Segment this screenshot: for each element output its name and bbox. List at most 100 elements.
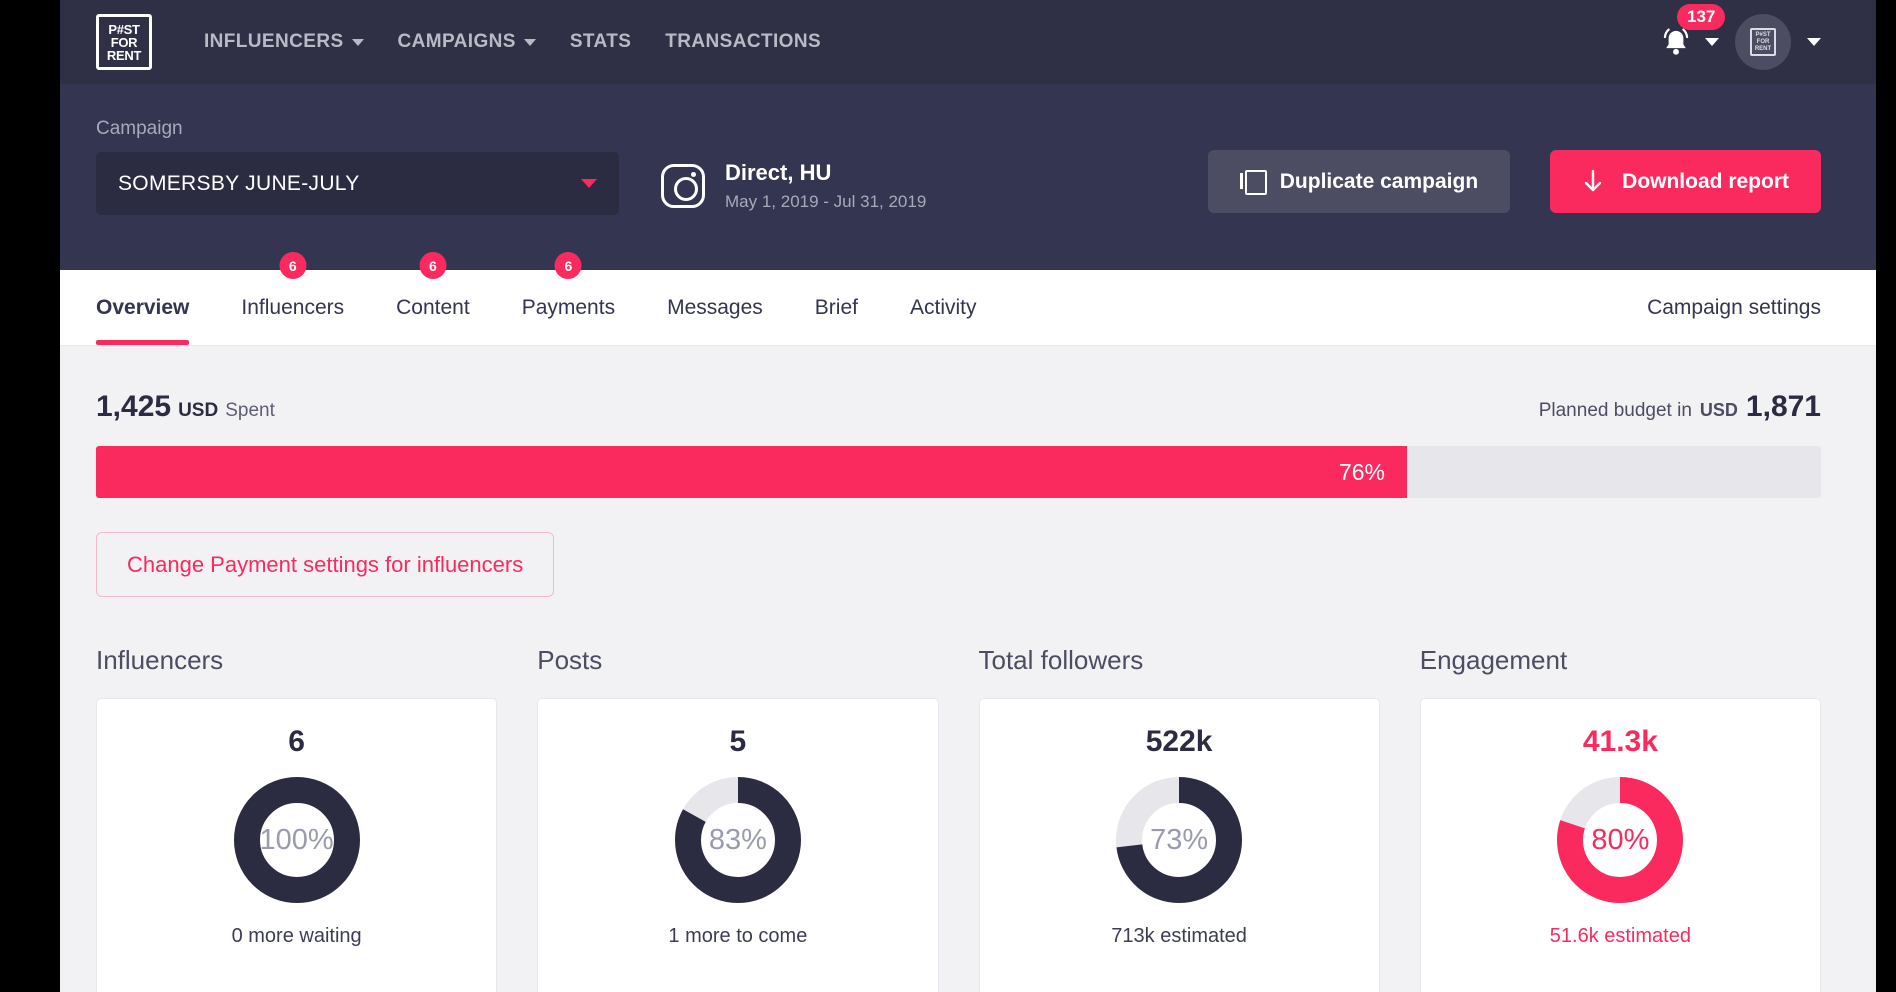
top-navbar: P#ST FOR RENT INFLUENCERS CAMPAIGNS STAT… [60, 0, 1876, 85]
account-menu-chevron-down-icon[interactable] [1807, 38, 1821, 46]
download-report-button[interactable]: Download report [1550, 150, 1821, 213]
stat-card-column: Total followers 522k 73% 713k estimated [978, 645, 1380, 992]
tab-overview[interactable]: Overview [96, 270, 215, 345]
logo-line-3: RENT [106, 47, 142, 63]
change-payment-settings-button[interactable]: Change Payment settings for influencers [96, 532, 555, 597]
chevron-down-icon [351, 38, 364, 46]
stat-card-caption: 1 more to come [668, 925, 808, 947]
stat-card-caption: 51.6k estimated [1549, 925, 1691, 947]
stat-card: 5 83% 1 more to come [537, 698, 939, 992]
instagram-icon [661, 164, 705, 208]
tabs: Overview 6 Influencers 6 Content 6 Payme… [96, 252, 1003, 345]
campaign-select[interactable]: SOMERSBY JUNE-JULY [96, 152, 619, 215]
campaign-select-value: SOMERSBY JUNE-JULY [118, 171, 360, 195]
tab-label: Content [396, 295, 470, 319]
brand-logo-icon[interactable]: P#ST FOR RENT [96, 14, 167, 85]
tab-content[interactable]: 6 Content [370, 252, 496, 345]
avatar-logo-line-1: P#ST [1755, 31, 1771, 38]
stat-card-value: 41.3k [1582, 725, 1658, 758]
campaign-actions: Duplicate campaign Download report [1207, 112, 1821, 213]
stat-card-column: Engagement 41.3k 80% 51.6k estimated [1419, 645, 1821, 992]
logo-line-2: FOR [110, 34, 138, 50]
campaign-platform: Direct, HU [725, 160, 832, 185]
nav-item-transactions[interactable]: TRANSACTIONS [665, 31, 821, 53]
tab-label: Brief [814, 295, 858, 319]
nav-item-stats[interactable]: STATS [570, 31, 631, 53]
campaign-dates: May 1, 2019 - Jul 31, 2019 [725, 192, 927, 211]
campaign-label: Campaign [96, 118, 183, 139]
stat-card: 41.3k 80% 51.6k estimated [1419, 698, 1821, 992]
tab-badge: 6 [419, 252, 447, 279]
stat-card-title: Posts [537, 645, 603, 675]
nav-item-campaigns[interactable]: CAMPAIGNS [398, 31, 536, 53]
nav-item-label: TRANSACTIONS [665, 31, 822, 52]
tab-influencers[interactable]: 6 Influencers [215, 252, 370, 345]
tab-label: Activity [909, 295, 977, 319]
nav-right-cluster: 137 P#ST FOR RENT [1661, 4, 1876, 70]
campaign-meta: Direct, HU May 1, 2019 - Jul 31, 2019 [661, 112, 926, 212]
stat-card-title: Engagement [1419, 645, 1568, 675]
notifications[interactable]: 137 [1661, 4, 1726, 58]
planned-currency: USD [1699, 400, 1738, 420]
duplicate-campaign-label: Duplicate campaign [1279, 169, 1479, 193]
tab-brief[interactable]: Brief [789, 270, 884, 345]
tab-label: Influencers [241, 295, 345, 319]
nav-item-label: CAMPAIGNS [397, 31, 516, 52]
spent-amount: 1,425 [96, 390, 172, 423]
chevron-down-icon [581, 179, 597, 188]
budget-progress-label: 76% [1338, 458, 1385, 485]
avatar-logo-line-2: FOR [1756, 38, 1770, 45]
stat-card-title: Influencers [96, 645, 224, 675]
campaign-selector-group: Campaign SOMERSBY JUNE-JULY [96, 112, 619, 215]
chevron-down-icon [523, 38, 536, 46]
bell-icon [1663, 28, 1689, 55]
donut-percent-label: 100% [259, 823, 334, 856]
stat-card-value: 522k [1145, 725, 1213, 758]
tab-badge: 6 [279, 252, 307, 279]
tab-label: Overview [96, 295, 190, 319]
planned-amount: 1,871 [1745, 390, 1821, 423]
donut-chart: 83% [674, 777, 801, 903]
copy-icon [1239, 169, 1267, 195]
stat-card-value: 6 [288, 725, 305, 758]
stat-card: 6 100% 0 more waiting [96, 698, 498, 992]
logo-line-1: P#ST [108, 21, 140, 37]
avatar-logo-icon: P#ST FOR RENT [1750, 28, 1776, 56]
donut-percent-label: 80% [1591, 823, 1650, 856]
donut-chart: 80% [1557, 777, 1684, 903]
spent-currency: USD [178, 400, 219, 421]
main-content: 1,425 USD Spent Planned budget in USD 1,… [60, 346, 1876, 992]
budget-summary: 1,425 USD Spent Planned budget in USD 1,… [96, 390, 1821, 424]
tab-payments[interactable]: 6 Payments [496, 252, 641, 345]
donut-percent-label: 83% [708, 823, 767, 856]
tab-badge: 6 [554, 252, 582, 279]
stat-card-column: Influencers 6 100% 0 more waiting [96, 645, 498, 992]
notification-badge: 137 [1677, 4, 1726, 30]
donut-chart: 73% [1116, 777, 1243, 903]
avatar[interactable]: P#ST FOR RENT [1735, 14, 1791, 70]
tab-bar: Overview 6 Influencers 6 Content 6 Payme… [60, 252, 1876, 346]
stat-card-value: 5 [729, 725, 747, 758]
duplicate-campaign-button[interactable]: Duplicate campaign [1207, 150, 1511, 213]
donut-chart: 100% [233, 777, 360, 903]
stat-cards-row: Influencers 6 100% 0 more waiting Posts 5 83% 1… [96, 645, 1821, 992]
tab-label: Payments [521, 295, 616, 319]
chevron-down-icon[interactable] [1705, 38, 1719, 46]
donut-percent-label: 73% [1150, 823, 1209, 856]
nav-item-label: STATS [569, 31, 632, 52]
download-arrow-icon [1584, 169, 1602, 191]
planned-prefix: Planned budget in [1538, 400, 1692, 421]
campaign-settings-link[interactable]: Campaign settings [1647, 295, 1821, 319]
tab-activity[interactable]: Activity [884, 270, 1003, 345]
stat-card-caption: 713k estimated [1111, 925, 1247, 947]
stat-card: 522k 73% 713k estimated [978, 698, 1380, 992]
tab-label: Messages [667, 295, 763, 319]
nav-item-influencers[interactable]: INFLUENCERS [204, 31, 364, 53]
avatar-logo-line-3: RENT [1754, 45, 1772, 52]
spent-label: Spent [225, 400, 275, 421]
stat-card-title: Total followers [978, 645, 1144, 675]
nav-links: INFLUENCERS CAMPAIGNS STATS TRANSACTIONS [204, 31, 821, 53]
nav-item-label: INFLUENCERS [204, 31, 344, 52]
tab-messages[interactable]: Messages [641, 270, 789, 345]
budget-progress-bar: 76% [96, 446, 1821, 498]
